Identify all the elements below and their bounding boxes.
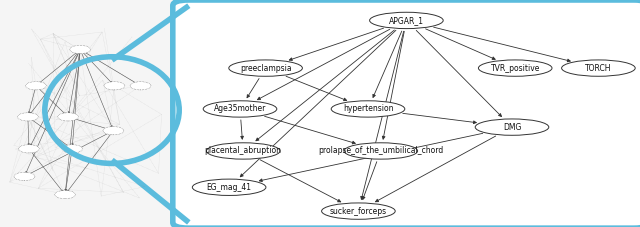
Text: EG_mag_41: EG_mag_41 [207,183,252,192]
Text: TORCH: TORCH [585,64,612,73]
Ellipse shape [14,172,35,180]
Ellipse shape [322,203,396,219]
Text: DMG: DMG [503,123,521,132]
Ellipse shape [344,143,417,159]
Ellipse shape [17,113,38,121]
Text: placental_abruption: placental_abruption [205,146,282,155]
Ellipse shape [58,113,79,121]
Ellipse shape [54,190,76,199]
Ellipse shape [562,60,636,76]
Text: hypertension: hypertension [343,104,393,114]
Ellipse shape [204,101,277,117]
Text: prolapse_of_the_umbilical_chord: prolapse_of_the_umbilical_chord [318,146,444,155]
Text: TVR_positive: TVR_positive [490,64,540,73]
Ellipse shape [103,127,124,135]
Text: APGAR_1: APGAR_1 [389,16,424,25]
Ellipse shape [61,145,83,153]
Text: Age35mother: Age35mother [214,104,266,114]
FancyBboxPatch shape [173,0,640,227]
Ellipse shape [192,179,266,195]
Ellipse shape [104,82,125,90]
Ellipse shape [475,119,548,135]
Ellipse shape [130,82,151,90]
Ellipse shape [228,60,302,76]
Text: sucker_forceps: sucker_forceps [330,207,387,216]
Ellipse shape [19,145,39,153]
Ellipse shape [206,143,280,159]
Text: preeclampsia: preeclampsia [240,64,291,73]
Ellipse shape [479,60,552,76]
Ellipse shape [370,12,443,29]
Ellipse shape [26,82,46,90]
Ellipse shape [70,45,91,54]
Ellipse shape [332,101,405,117]
